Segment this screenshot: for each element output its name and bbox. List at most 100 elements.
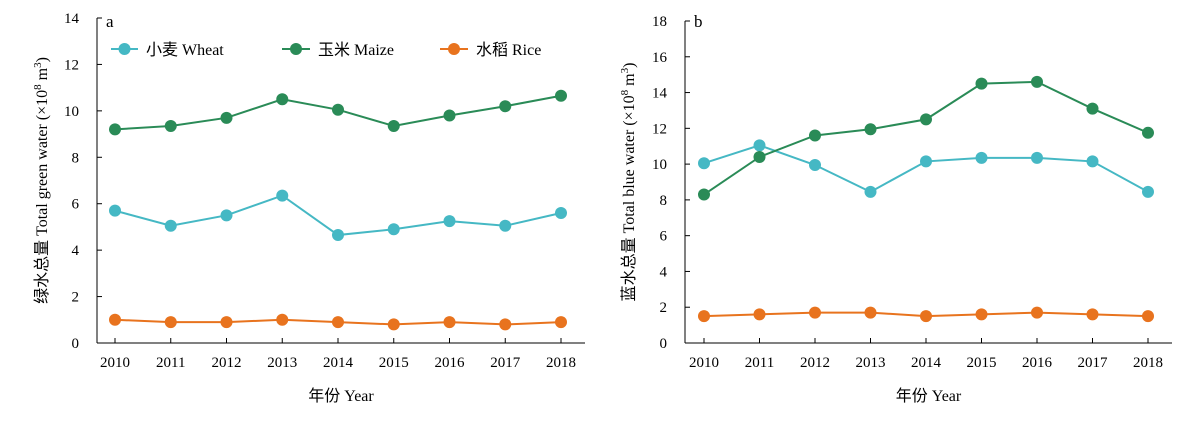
y-tick-label: 6 xyxy=(660,229,668,245)
data-point-wheat xyxy=(920,155,932,168)
x-tick-label: 2013 xyxy=(267,355,297,371)
y-axis-title: 蓝水总量 Total blue water (×108 m3) xyxy=(619,63,638,302)
y-tick-label: 8 xyxy=(72,150,80,166)
data-point-rice xyxy=(443,316,456,329)
data-point-rice xyxy=(809,306,821,319)
data-point-maize xyxy=(1142,126,1154,139)
x-tick-label: 2014 xyxy=(911,355,942,371)
x-tick-label: 2016 xyxy=(1022,355,1053,371)
data-point-wheat xyxy=(109,204,121,217)
data-point-wheat xyxy=(864,185,877,198)
legend-marker-rice xyxy=(448,43,460,55)
x-tick-label: 2018 xyxy=(546,355,576,371)
data-point-rice xyxy=(698,310,710,323)
x-tick-label: 2013 xyxy=(856,355,886,371)
x-tick-label: 2017 xyxy=(490,355,521,371)
data-point-wheat xyxy=(753,139,766,152)
series-rice xyxy=(109,313,567,331)
legend-label-rice: 水稻 Rice xyxy=(476,41,541,59)
data-point-maize xyxy=(753,150,766,163)
data-point-maize xyxy=(920,113,932,126)
y-tick-label: 12 xyxy=(652,121,667,137)
y-tick-label: 0 xyxy=(660,336,668,352)
data-point-maize xyxy=(555,89,567,102)
x-tick-label: 2012 xyxy=(212,355,242,371)
x-tick-label: 2015 xyxy=(967,355,997,371)
data-point-wheat xyxy=(443,215,456,228)
y-tick-label: 14 xyxy=(64,11,80,27)
data-point-rice xyxy=(555,316,567,329)
data-point-rice xyxy=(1031,306,1043,319)
panel-b: 0 2 4 6 8 10 12 14 16 18 2010 2011 2012 2013 2014 2015 2… xyxy=(619,12,1172,405)
data-point-wheat xyxy=(1086,155,1099,168)
series-maize xyxy=(109,89,567,136)
x-tick-label: 2016 xyxy=(435,355,466,371)
data-point-rice xyxy=(1142,310,1154,323)
data-point-wheat xyxy=(332,229,344,242)
x-axis-title: 年份 Year xyxy=(308,387,374,405)
data-point-rice xyxy=(499,318,512,331)
data-point-wheat xyxy=(809,159,821,172)
y-tick-label: 10 xyxy=(652,157,667,173)
data-point-wheat xyxy=(499,219,512,232)
series-line-maize xyxy=(703,80,1149,196)
y-tick-label: 2 xyxy=(72,290,80,306)
data-point-rice xyxy=(164,316,177,329)
y-tick-label: 18 xyxy=(652,14,667,30)
data-point-maize xyxy=(975,77,988,90)
data-point-rice xyxy=(864,306,877,319)
data-point-wheat xyxy=(387,223,400,236)
x-tick-label: 2010 xyxy=(100,355,130,371)
data-point-rice xyxy=(109,313,121,326)
panel-letter: a xyxy=(106,12,114,31)
y-tick-label: 4 xyxy=(72,243,80,259)
legend-label-maize: 玉米 Maize xyxy=(318,41,394,59)
data-point-maize xyxy=(864,123,877,136)
y-tick-label: 2 xyxy=(660,300,668,316)
data-point-rice xyxy=(1086,308,1099,321)
data-point-wheat xyxy=(1031,151,1043,164)
x-tick-label: 2015 xyxy=(379,355,409,371)
data-point-rice xyxy=(220,316,233,329)
data-point-maize xyxy=(164,119,177,132)
y-tick-label: 0 xyxy=(72,336,80,352)
x-axis-title: 年份 Year xyxy=(896,387,962,405)
data-point-wheat xyxy=(555,207,567,219)
data-point-maize xyxy=(1031,75,1043,88)
data-point-maize xyxy=(499,100,512,113)
x-tick-label: 2010 xyxy=(689,355,719,371)
data-point-maize xyxy=(387,119,400,132)
data-point-wheat xyxy=(164,219,177,232)
y-tick-label: 6 xyxy=(72,197,80,213)
data-point-wheat xyxy=(276,189,289,202)
data-point-maize xyxy=(109,123,121,136)
panel-letter: b xyxy=(694,12,703,31)
legend-label-wheat: 小麦 Wheat xyxy=(146,41,224,59)
x-tick-label: 2014 xyxy=(323,355,354,371)
data-point-maize xyxy=(276,93,289,106)
data-point-rice xyxy=(276,313,289,326)
data-point-rice xyxy=(920,310,932,323)
y-tick-label: 14 xyxy=(652,86,668,102)
y-tick-label: 4 xyxy=(660,264,668,280)
series-maize xyxy=(698,75,1154,201)
x-tick-label: 2012 xyxy=(800,355,830,371)
legend-marker-maize xyxy=(290,43,302,55)
data-point-rice xyxy=(753,308,766,321)
data-point-rice xyxy=(332,316,344,329)
data-point-wheat xyxy=(220,209,233,222)
data-point-rice xyxy=(975,308,988,321)
x-tick-label: 2018 xyxy=(1133,355,1163,371)
data-point-maize xyxy=(1086,102,1099,115)
legend: 小麦 Wheat 玉米 Maize 水稻 Rice xyxy=(111,41,541,59)
series-rice xyxy=(698,306,1154,323)
x-tick-label: 2017 xyxy=(1078,355,1109,371)
data-point-maize xyxy=(698,188,710,201)
data-point-maize xyxy=(809,129,821,142)
x-tick-label: 2011 xyxy=(745,355,774,371)
y-tick-label: 12 xyxy=(64,57,79,73)
y-tick-label: 10 xyxy=(64,104,79,120)
data-point-wheat xyxy=(975,151,988,164)
